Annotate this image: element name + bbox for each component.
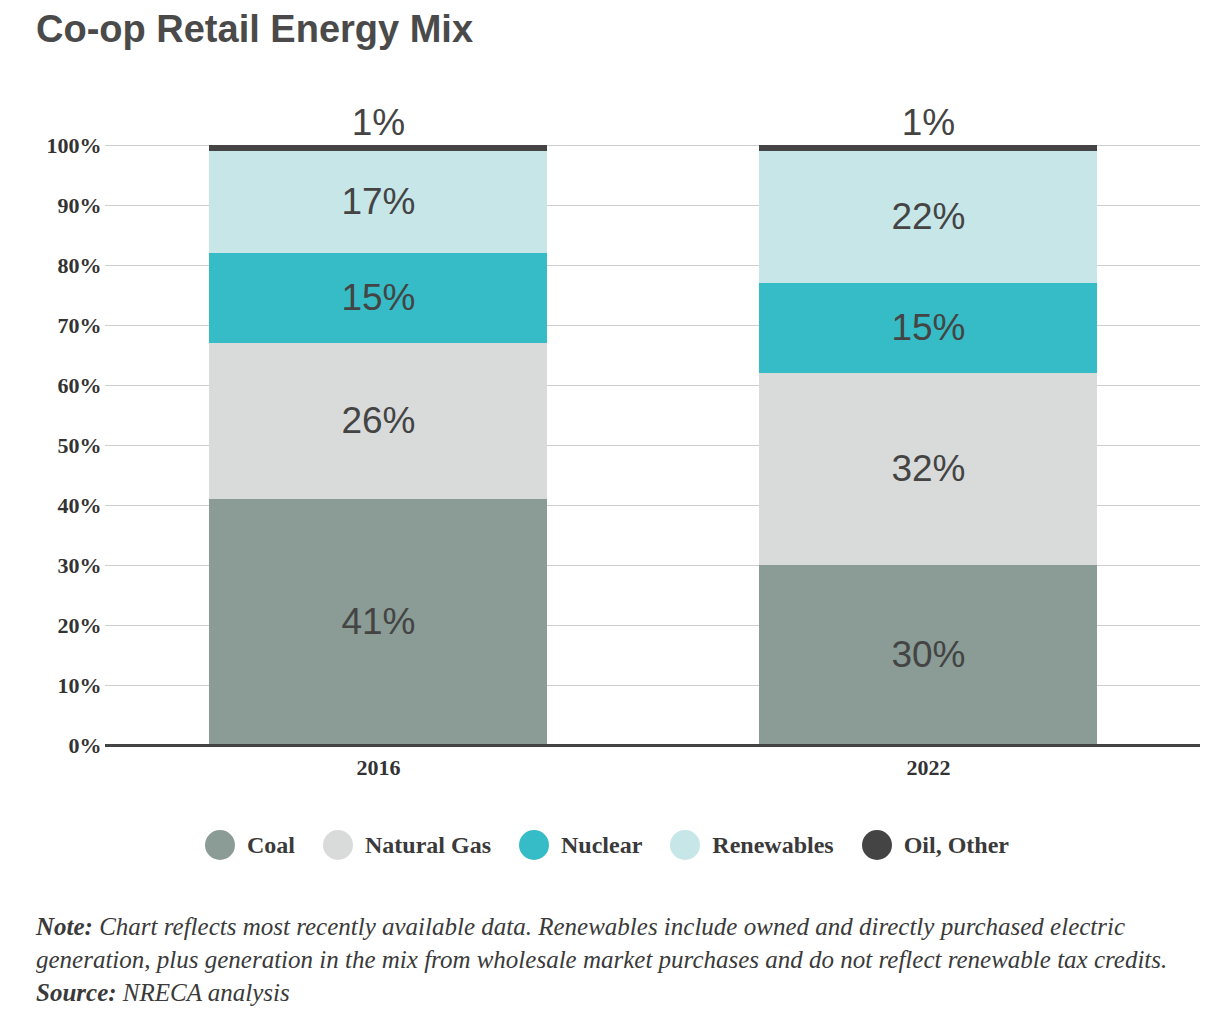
html-text:Source: NRECA analysis: Source: NRECA analysis — [36, 979, 290, 1006]
html-text:Oil, Other: Oil, Other — [903, 831, 1009, 858]
svg-text:1%: 1% — [902, 102, 955, 143]
svg-text:1%: 1% — [352, 102, 405, 143]
html-text:Renewables: Renewables — [712, 831, 834, 858]
svg-text:22%: 22% — [891, 196, 965, 237]
svg-text:100%: 100% — [47, 133, 102, 158]
svg-text:2022: 2022 — [907, 755, 951, 780]
svg-text:41%: 41% — [341, 601, 415, 642]
svg-text:26%: 26% — [341, 400, 415, 441]
svg-text:80%: 80% — [58, 253, 102, 278]
svg-text:30%: 30% — [58, 553, 102, 578]
svg-text:70%: 70% — [58, 313, 102, 338]
svg-text:32%: 32% — [891, 448, 965, 489]
svg-text:10%: 10% — [58, 673, 102, 698]
svg-text:17%: 17% — [341, 181, 415, 222]
svg-text:60%: 60% — [58, 373, 102, 398]
svg-text:30%: 30% — [891, 634, 965, 675]
html-text:Note: Chart reflects most rece: Note: Chart reflects most recently avail… — [36, 913, 1168, 973]
svg-text:0%: 0% — [69, 733, 102, 758]
svg-text:20%: 20% — [58, 613, 102, 638]
svg-text:15%: 15% — [891, 307, 965, 348]
svg-text:50%: 50% — [58, 433, 102, 458]
svg-text:40%: 40% — [58, 493, 102, 518]
svg-text:2016: 2016 — [357, 755, 401, 780]
svg-text:15%: 15% — [341, 277, 415, 318]
html-text:Nuclear: Nuclear — [561, 831, 643, 858]
html-text:Coal: Coal — [247, 831, 295, 858]
html-text:Natural Gas: Natural Gas — [365, 831, 491, 858]
svg-text:90%: 90% — [58, 193, 102, 218]
html-text:Co-op Retail Energy Mix: Co-op Retail Energy Mix — [36, 8, 474, 50]
